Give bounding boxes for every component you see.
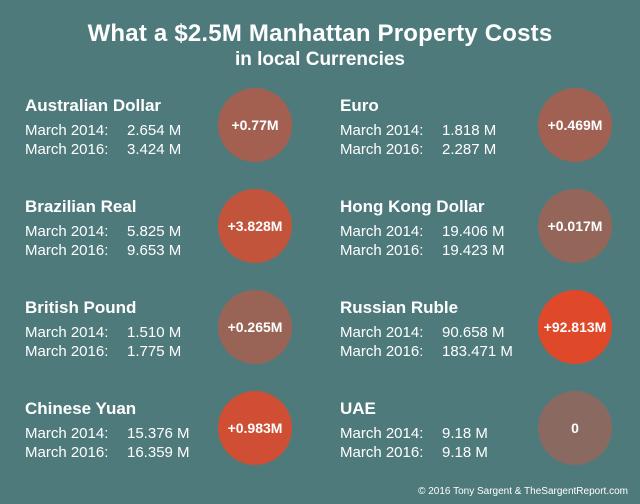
cost-value: 1.818 M	[442, 122, 497, 139]
currency-name: Brazilian Real	[25, 197, 137, 216]
cost-value: 2.654 M	[127, 122, 182, 139]
currency-name: Euro	[340, 96, 379, 115]
value-row-march-2014: March 2014: 1.818 M	[340, 122, 496, 139]
currency-card-brazilian-real: Brazilian Real March 2014: 5.825 M March 20…	[25, 197, 325, 287]
cost-value: 9.653 M	[127, 242, 182, 259]
value-row-march-2014: March 2014: 19.406 M	[340, 223, 505, 240]
cost-value: 1.775 M	[127, 343, 182, 360]
date-label: March 2016:	[25, 444, 109, 461]
cost-value: 1.510 M	[127, 324, 182, 341]
value-row-march-2016: March 2016: 1.775 M	[25, 343, 181, 360]
currency-card-russian-ruble: Russian Ruble March 2014: 90.658 M March 20…	[340, 298, 640, 388]
value-row-march-2014: March 2014: 90.658 M	[340, 324, 505, 341]
currency-card-hong-kong-dollar: Hong Kong Dollar March 2014: 19.406 M March…	[340, 197, 640, 287]
cost-value: 15.376 M	[127, 425, 190, 442]
date-label: March 2014:	[340, 425, 424, 442]
currency-name: Chinese Yuan	[25, 399, 137, 418]
date-label: March 2016:	[340, 444, 424, 461]
date-label: March 2014:	[340, 324, 424, 341]
currency-card-chinese-yuan: Chinese Yuan March 2014: 15.376 M March 201…	[25, 399, 325, 489]
date-label: March 2016:	[340, 242, 424, 259]
date-label: March 2016:	[340, 141, 424, 158]
currency-card-british-pound: British Pound March 2014: 1.510 M March 201…	[25, 298, 325, 388]
value-row-march-2014: March 2014: 9.18 M	[340, 425, 488, 442]
date-label: March 2014:	[340, 223, 424, 240]
value-row-march-2014: March 2014: 5.825 M	[25, 223, 181, 240]
change-bubble-uae: 0	[538, 391, 612, 465]
value-row-march-2016: March 2016: 9.18 M	[340, 444, 488, 461]
page-subtitle: in local Currencies	[234, 49, 405, 70]
change-bubble-russian-ruble: +92.813M	[538, 290, 612, 364]
currency-card-euro: Euro March 2014: 1.818 M March 2016: 2.287 M	[340, 96, 640, 186]
cost-value: 5.825 M	[127, 223, 182, 240]
change-bubble-british-pound: +0.265M	[218, 290, 292, 364]
currency-card-australian-dollar: Australian Dollar March 2014: 2.654 M March…	[25, 96, 325, 186]
date-label: March 2014:	[340, 122, 424, 139]
value-row-march-2016: March 2016: 183.471 M	[340, 343, 513, 360]
cost-value: 183.471 M	[442, 343, 513, 360]
value-row-march-2016: March 2016: 16.359 M	[25, 444, 190, 461]
cost-value: 19.423 M	[442, 242, 505, 259]
cost-value: 16.359 M	[127, 444, 190, 461]
date-label: March 2014:	[25, 223, 109, 240]
currency-name: British Pound	[25, 298, 137, 317]
cost-value: 2.287 M	[442, 141, 497, 158]
change-bubble-chinese-yuan: +0.983M	[218, 391, 292, 465]
change-bubble-australian-dollar: +0.77M	[218, 88, 292, 162]
value-row-march-2016: March 2016: 9.653 M	[25, 242, 181, 259]
date-label: March 2016:	[25, 242, 109, 259]
value-row-march-2016: March 2016: 19.423 M	[340, 242, 505, 259]
cost-value: 9.18 M	[442, 425, 488, 442]
cost-value: 9.18 M	[442, 444, 488, 461]
change-bubble-euro: +0.469M	[538, 88, 612, 162]
value-row-march-2014: March 2014: 2.654 M	[25, 122, 181, 139]
cost-value: 19.406 M	[442, 223, 505, 240]
date-label: March 2016:	[340, 343, 424, 360]
copyright-footer: © 2016 Tony Sargent & TheSargentReport.c…	[418, 486, 628, 497]
date-label: March 2016:	[25, 343, 109, 360]
change-bubble-brazilian-real: +3.828M	[218, 189, 292, 263]
cost-value: 3.424 M	[127, 141, 182, 158]
date-label: March 2016:	[25, 141, 109, 158]
currency-card-uae: UAE March 2014: 9.18 M March 2016: 9.18 M	[340, 399, 640, 489]
change-bubble-hong-kong-dollar: +0.017M	[538, 189, 612, 263]
currency-name: Russian Ruble	[340, 298, 459, 317]
currency-name: Australian Dollar	[25, 96, 162, 115]
value-row-march-2016: March 2016: 2.287 M	[340, 141, 496, 158]
currency-name: UAE	[340, 399, 376, 418]
page-title: What a $2.5M Manhattan Property Costs	[87, 20, 553, 47]
date-label: March 2014:	[25, 122, 109, 139]
value-row-march-2014: March 2014: 15.376 M	[25, 425, 190, 442]
cost-value: 90.658 M	[442, 324, 505, 341]
date-label: March 2014:	[25, 425, 109, 442]
currency-name: Hong Kong Dollar	[340, 197, 485, 216]
value-row-march-2014: March 2014: 1.510 M	[25, 324, 181, 341]
value-row-march-2016: March 2016: 3.424 M	[25, 141, 181, 158]
date-label: March 2014:	[25, 324, 109, 341]
